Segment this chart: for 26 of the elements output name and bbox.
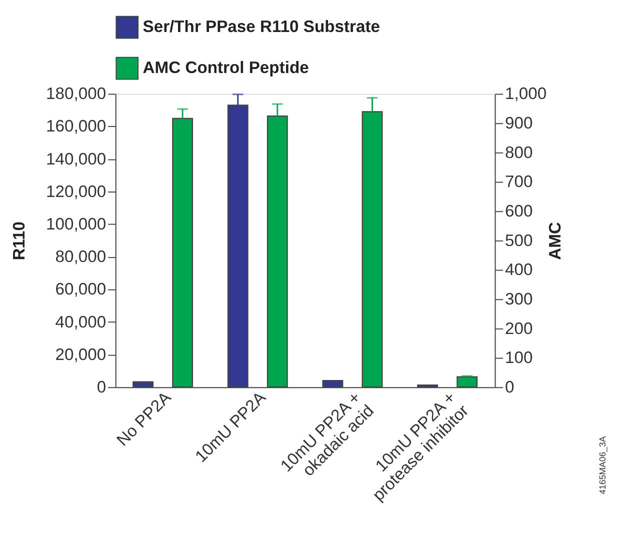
- y-tick-label: 0: [96, 377, 106, 396]
- text: 4165MA06_3A: [597, 436, 608, 494]
- y2-tick-label: 800: [505, 142, 533, 162]
- y2-tick-label: 900: [505, 113, 533, 132]
- y2-tick-label: 200: [505, 318, 533, 338]
- y2-tick-label: 700: [505, 172, 533, 192]
- y-tick-label: 120,000: [46, 182, 106, 201]
- y-tick-label: 180,000: [46, 84, 106, 104]
- y-axis-title: R110: [9, 222, 28, 260]
- y2-tick-label: 300: [505, 289, 533, 308]
- y2-tick-label: 600: [505, 201, 533, 220]
- y-tick-label: 160,000: [46, 116, 106, 136]
- y-tick-label: 60,000: [55, 280, 106, 299]
- y-tick-label: 20,000: [55, 344, 106, 364]
- legend-label: Ser/Thr PPase R110 Substrate: [142, 17, 380, 36]
- y-tick-label: 40,000: [55, 312, 106, 332]
- y2-tick-label: 1,000: [505, 84, 547, 104]
- y2-tick-label: 500: [505, 230, 533, 250]
- y-tick-label: 100,000: [46, 214, 106, 234]
- y-tick-label: 80,000: [55, 247, 106, 266]
- y2-axis-title: AMC: [545, 222, 564, 260]
- y-tick-label: 140,000: [46, 149, 106, 168]
- y2-tick-label: 0: [505, 377, 514, 396]
- legend-label: AMC Control Peptide: [142, 58, 309, 78]
- y2-tick-label: 100: [505, 348, 533, 368]
- y2-tick-label: 400: [505, 260, 533, 280]
